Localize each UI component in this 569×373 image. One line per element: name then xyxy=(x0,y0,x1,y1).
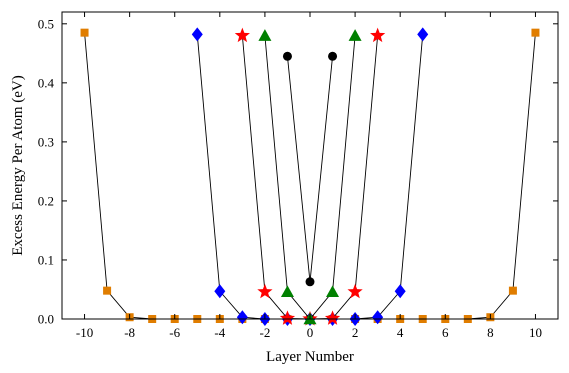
y-tick-label: 0.0 xyxy=(38,312,54,327)
x-tick-label: -8 xyxy=(124,325,135,340)
data-point-triangle xyxy=(348,29,362,41)
data-point-star xyxy=(234,27,250,43)
data-point-star xyxy=(257,283,273,299)
x-tick-label: 2 xyxy=(352,325,359,340)
y-tick-label: 0.2 xyxy=(38,193,54,208)
y-tick-label: 0.4 xyxy=(38,75,55,90)
x-tick-label: 4 xyxy=(397,325,404,340)
series-circle xyxy=(282,51,338,287)
series-layer xyxy=(80,27,540,326)
x-tick-label: 8 xyxy=(487,325,494,340)
data-point-star xyxy=(347,283,363,299)
x-tick-label: 0 xyxy=(307,325,314,340)
y-tick-label: 0.3 xyxy=(38,134,54,149)
data-point-triangle xyxy=(326,285,340,298)
series-line xyxy=(196,34,424,320)
data-point-square xyxy=(531,28,540,37)
data-point-star xyxy=(324,310,341,325)
data-point-diamond xyxy=(236,310,248,325)
data-point-star xyxy=(370,27,386,43)
data-point-diamond xyxy=(372,310,384,325)
data-point-star xyxy=(279,310,296,325)
data-point-diamond xyxy=(417,27,429,42)
data-point-square xyxy=(80,28,89,37)
series-line xyxy=(241,35,379,320)
y-axis-title: Excess Energy Per Atom (eV) xyxy=(10,75,26,256)
data-point-triangle xyxy=(280,285,294,298)
data-point-circle xyxy=(305,277,315,287)
x-tick-label: 10 xyxy=(529,325,542,340)
series-line xyxy=(84,32,536,320)
x-tick-label: -4 xyxy=(214,325,225,340)
data-point-circle xyxy=(282,51,292,61)
x-tick-label: -2 xyxy=(259,325,270,340)
plot-frame xyxy=(61,11,559,320)
x-tick-label: -10 xyxy=(76,325,93,340)
data-point-diamond xyxy=(214,284,226,299)
y-tick-label: 0.1 xyxy=(38,252,54,267)
ticks-layer: -10 -8 -6 -4 -2 0 2 4 6 8 10 0.0 0.1 0.2 0.3 0.4 0.5 xyxy=(38,12,558,340)
data-point-square xyxy=(508,286,517,295)
x-tick-label: -6 xyxy=(169,325,180,340)
x-axis-title: Layer Number xyxy=(266,349,354,365)
x-tick-label: 6 xyxy=(442,325,449,340)
y-tick-label: 0.5 xyxy=(38,16,54,31)
data-point-circle xyxy=(328,51,338,61)
data-point-triangle xyxy=(258,29,272,41)
data-point-diamond xyxy=(394,284,406,299)
data-point-diamond xyxy=(191,27,203,42)
series-line xyxy=(264,35,356,320)
data-point-square xyxy=(103,286,112,295)
series-line xyxy=(287,56,333,282)
